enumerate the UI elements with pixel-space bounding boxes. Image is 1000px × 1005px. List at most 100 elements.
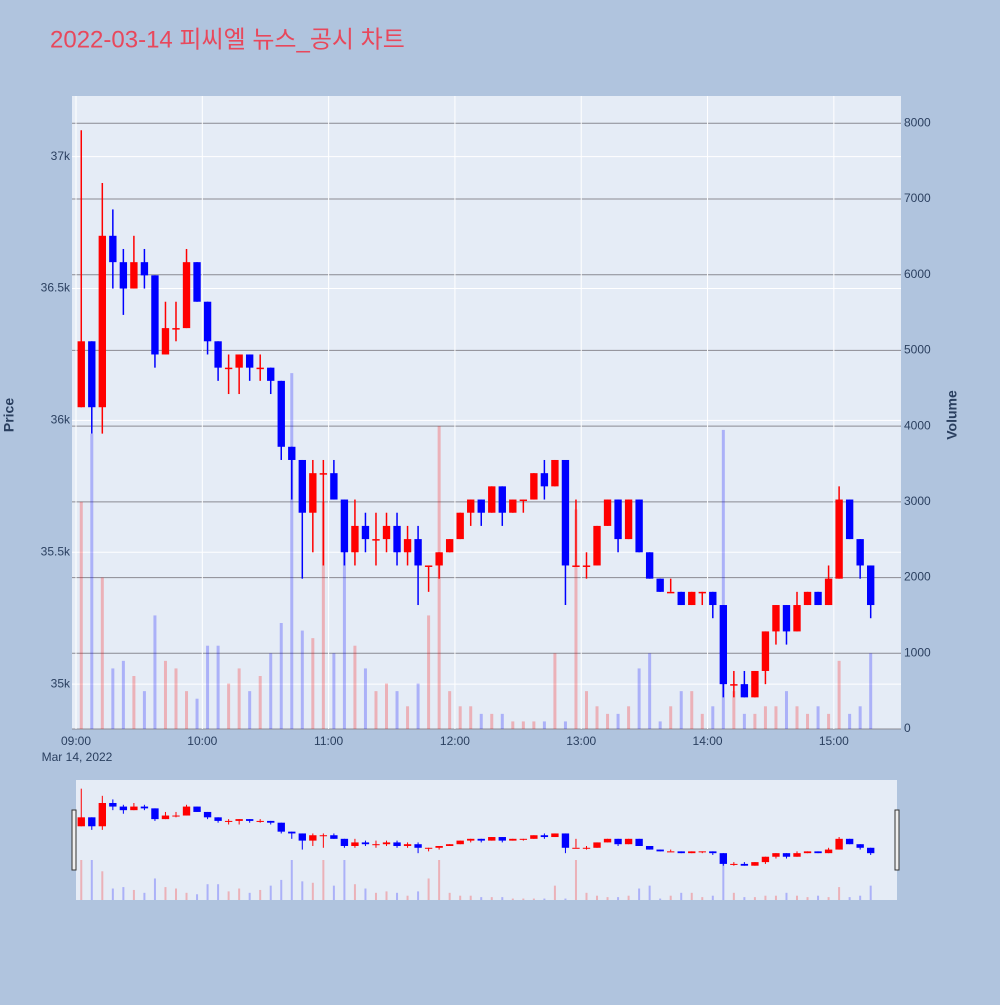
- volume-bar: [795, 706, 799, 729]
- mini-candle-body: [361, 842, 370, 845]
- volume-bar: [774, 706, 778, 729]
- mini-candle-body: [656, 849, 664, 852]
- mini-candle-body: [403, 844, 412, 846]
- chart-title: 2022-03-14 피씨엘 뉴스_공시 차트: [50, 26, 405, 53]
- volume-bar: [332, 653, 336, 729]
- volume-bar: [248, 691, 252, 729]
- candle-body: [130, 262, 138, 289]
- mini-volume-bar: [648, 885, 651, 900]
- mini-candle-body: [88, 817, 96, 827]
- mini-candle-body: [667, 851, 675, 853]
- candle-body: [77, 341, 85, 408]
- candle-body: [614, 499, 622, 540]
- mini-candle-body: [709, 851, 717, 854]
- volume-bar: [185, 691, 189, 729]
- mini-candle-body: [109, 802, 117, 807]
- mini-volume-bar: [259, 889, 262, 900]
- y2-tick-label: 5000: [904, 343, 931, 357]
- mini-volume-bar: [743, 897, 746, 900]
- volume-bar: [479, 713, 483, 729]
- y-tick-label: 35k: [51, 676, 71, 690]
- mini-volume-bar: [806, 897, 809, 900]
- mini-candle-body: [445, 844, 454, 846]
- y-tick-label: 36k: [51, 413, 71, 427]
- volume-bar: [742, 713, 746, 729]
- mini-volume-bar: [722, 860, 725, 900]
- candle-body: [214, 341, 222, 368]
- volume-bar: [648, 653, 652, 729]
- candle-body: [98, 235, 106, 408]
- volume-bar: [858, 706, 862, 729]
- y-axis-title: Price: [1, 398, 17, 432]
- volume-bar: [700, 713, 704, 729]
- candle-body: [424, 565, 433, 567]
- volume-bar: [837, 660, 841, 729]
- volume-bar: [848, 713, 852, 729]
- candle-body: [835, 499, 843, 579]
- volume-bar: [711, 706, 715, 729]
- mini-volume-bar: [817, 895, 820, 900]
- mini-volume-bar: [617, 897, 620, 900]
- candle-body: [330, 473, 338, 500]
- candle-body: [467, 499, 475, 513]
- volume-bar: [679, 691, 683, 729]
- mini-candle-body: [130, 806, 138, 811]
- mini-volume-bar: [638, 888, 641, 900]
- volume-bar: [595, 706, 599, 729]
- candle-body: [140, 262, 149, 276]
- volume-bar: [521, 721, 525, 729]
- mini-candle-body: [467, 838, 475, 841]
- mini-volume-bar: [385, 891, 388, 900]
- mini-candle-body: [803, 851, 812, 854]
- mini-volume-bar: [732, 892, 735, 900]
- mini-candle-body: [540, 835, 549, 838]
- volume-bar: [616, 713, 620, 729]
- volume-bar: [353, 645, 357, 729]
- mini-volume-bar: [280, 879, 283, 900]
- range-handle-right[interactable]: [894, 809, 900, 871]
- volume-bar: [458, 706, 462, 729]
- mini-volume-bar: [427, 878, 430, 900]
- candle-body: [845, 499, 854, 540]
- mini-volume-bar: [332, 885, 335, 900]
- mini-candle-body: [782, 853, 791, 857]
- volume-bar: [111, 668, 115, 729]
- candle-body: [456, 512, 464, 540]
- candle-body: [603, 499, 612, 526]
- volume-bar: [100, 577, 104, 729]
- candle-body: [319, 473, 328, 475]
- candle-body: [772, 605, 780, 632]
- candle-body: [151, 275, 159, 355]
- candle-body: [119, 262, 128, 289]
- x-tick-label: 09:00: [61, 734, 91, 748]
- y-tick-label: 35.5k: [41, 544, 71, 558]
- mini-volume-bar: [185, 892, 188, 900]
- volume-bar: [627, 706, 631, 729]
- mini-candle-body: [172, 815, 180, 817]
- mini-volume-bar: [132, 889, 135, 900]
- volume-bar: [753, 713, 757, 729]
- mini-candle-body: [677, 851, 685, 854]
- volume-bar: [574, 509, 578, 729]
- volume-bar: [142, 691, 146, 729]
- candle-body: [298, 459, 306, 513]
- mini-candle-body: [519, 838, 528, 840]
- mini-volume-bar: [406, 895, 409, 900]
- mini-candle-body: [593, 842, 601, 848]
- candle-body: [635, 499, 643, 553]
- mini-candle-body: [688, 851, 696, 854]
- mini-candle-body: [298, 833, 306, 841]
- candle-body: [803, 591, 812, 606]
- mini-candle-body: [235, 819, 243, 821]
- candle-body: [414, 539, 422, 566]
- volume-bar: [290, 373, 294, 729]
- candle-body: [856, 539, 864, 566]
- range-handle-left[interactable]: [71, 809, 77, 871]
- candle-body: [288, 446, 296, 460]
- mini-volume-bar: [364, 888, 367, 900]
- candle-body: [203, 301, 212, 342]
- mini-candle-body: [161, 815, 170, 820]
- candle-body: [645, 552, 654, 579]
- mini-candle-body: [719, 853, 728, 864]
- mini-candle-body: [730, 863, 738, 865]
